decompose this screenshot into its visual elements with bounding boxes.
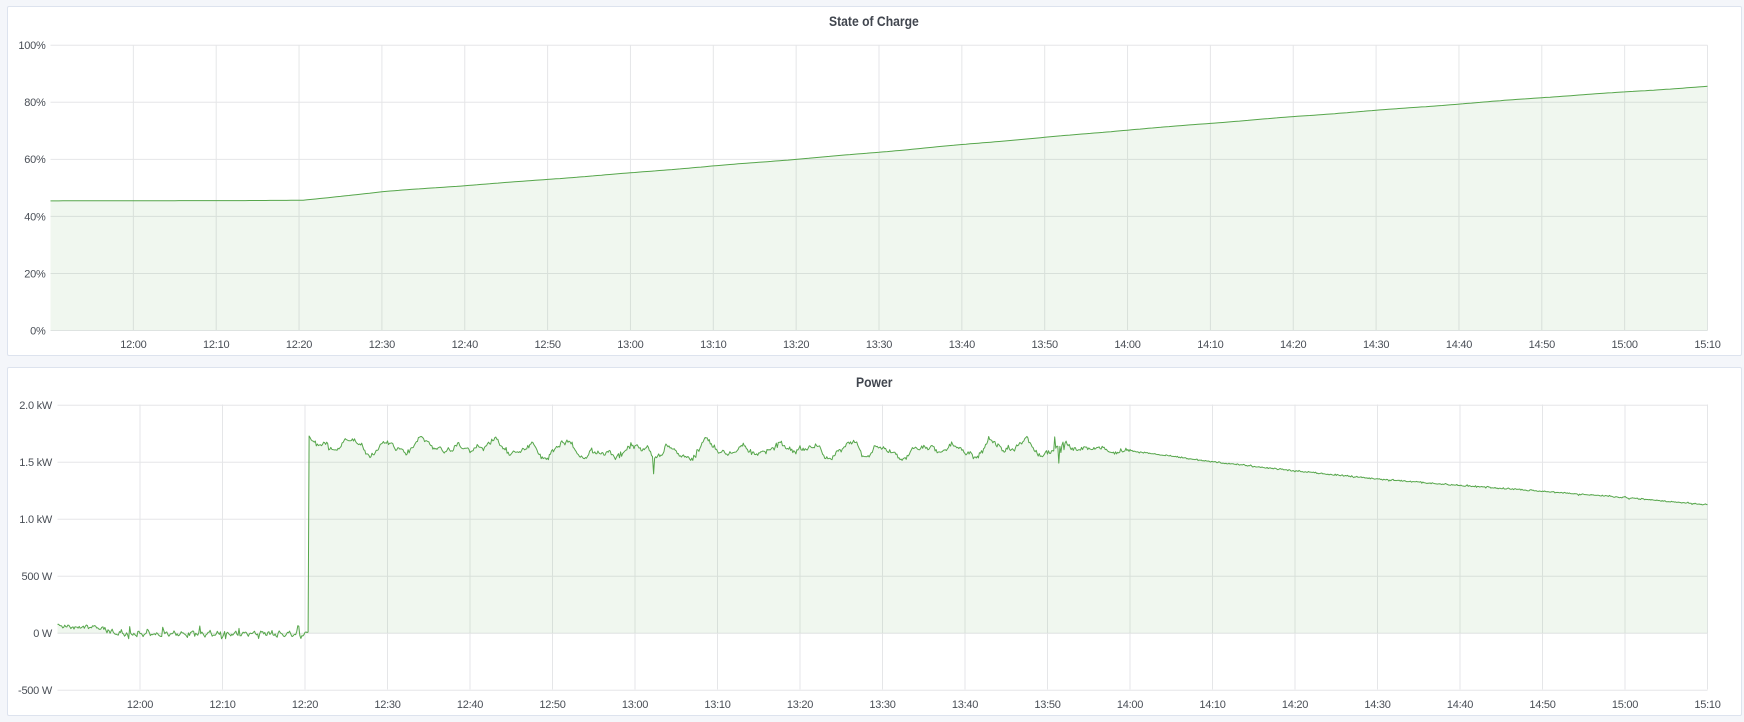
svg-text:13:40: 13:40: [952, 699, 978, 711]
svg-text:14:40: 14:40: [1446, 339, 1472, 351]
svg-text:0 W: 0 W: [33, 628, 53, 640]
svg-text:14:10: 14:10: [1199, 699, 1225, 711]
svg-text:20%: 20%: [24, 268, 46, 280]
svg-text:12:10: 12:10: [209, 699, 235, 711]
svg-text:0%: 0%: [30, 325, 46, 337]
svg-text:14:20: 14:20: [1282, 699, 1308, 711]
svg-text:12:40: 12:40: [457, 699, 483, 711]
svg-text:15:10: 15:10: [1694, 699, 1720, 711]
svg-text:14:30: 14:30: [1364, 699, 1390, 711]
svg-text:15:10: 15:10: [1694, 339, 1720, 351]
svg-text:14:50: 14:50: [1529, 699, 1555, 711]
svg-text:13:10: 13:10: [704, 699, 730, 711]
svg-text:14:10: 14:10: [1197, 339, 1223, 351]
svg-text:12:40: 12:40: [452, 339, 478, 351]
svg-text:2.0 kW: 2.0 kW: [19, 400, 53, 412]
svg-text:12:20: 12:20: [292, 699, 318, 711]
svg-text:13:00: 13:00: [622, 699, 648, 711]
svg-text:12:10: 12:10: [203, 339, 229, 351]
svg-text:12:30: 12:30: [374, 699, 400, 711]
svg-text:100%: 100%: [18, 40, 46, 52]
svg-text:1.0 kW: 1.0 kW: [19, 514, 53, 526]
svg-text:12:20: 12:20: [286, 339, 312, 351]
svg-text:12:50: 12:50: [539, 699, 565, 711]
svg-text:12:30: 12:30: [369, 339, 395, 351]
svg-text:13:50: 13:50: [1032, 339, 1058, 351]
svg-text:15:00: 15:00: [1612, 699, 1638, 711]
svg-text:80%: 80%: [24, 97, 46, 109]
svg-text:40%: 40%: [24, 211, 46, 223]
svg-text:14:30: 14:30: [1363, 339, 1389, 351]
svg-text:12:50: 12:50: [534, 339, 560, 351]
svg-text:13:00: 13:00: [617, 339, 643, 351]
svg-text:60%: 60%: [24, 154, 46, 166]
svg-text:14:50: 14:50: [1529, 339, 1555, 351]
svg-text:15:00: 15:00: [1611, 339, 1637, 351]
svg-text:500 W: 500 W: [21, 571, 52, 583]
svg-text:13:30: 13:30: [866, 339, 892, 351]
svg-text:14:00: 14:00: [1117, 699, 1143, 711]
svg-text:12:00: 12:00: [120, 339, 146, 351]
svg-text:13:40: 13:40: [949, 339, 975, 351]
svg-text:13:20: 13:20: [787, 699, 813, 711]
svg-text:13:50: 13:50: [1034, 699, 1060, 711]
svg-text:1.5 kW: 1.5 kW: [19, 457, 53, 469]
svg-text:13:10: 13:10: [700, 339, 726, 351]
svg-text:14:00: 14:00: [1114, 339, 1140, 351]
svg-text:12:00: 12:00: [127, 699, 153, 711]
svg-text:14:40: 14:40: [1447, 699, 1473, 711]
svg-text:14:20: 14:20: [1280, 339, 1306, 351]
svg-text:13:30: 13:30: [869, 699, 895, 711]
svg-text:13:20: 13:20: [783, 339, 809, 351]
svg-text:-500 W: -500 W: [18, 685, 53, 697]
